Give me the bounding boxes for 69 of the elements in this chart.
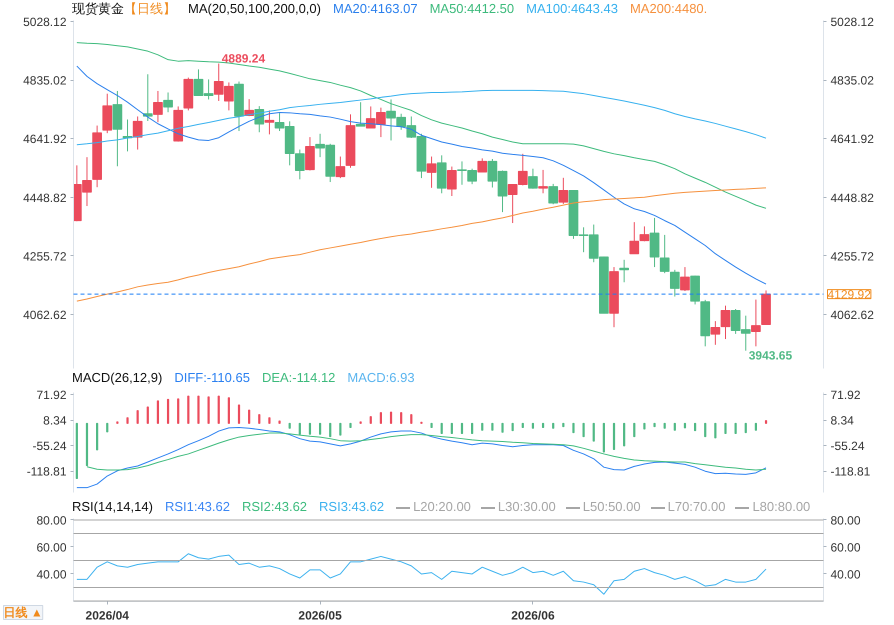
text: RSI3:43.62: [319, 499, 384, 514]
candlestick: [336, 156, 346, 179]
candlestick: [650, 217, 660, 268]
candlestick: [446, 166, 457, 197]
legend-label: L50:50.00: [582, 499, 641, 514]
line-series: [86, 432, 767, 471]
x-tick-label: 2026/04: [86, 608, 130, 622]
candlestick: [132, 116, 143, 150]
line-series: [76, 553, 767, 595]
line-series: [76, 90, 767, 146]
chart-title: MACD(26,12,9): [72, 370, 162, 385]
ref-line-label: 4129.92: [828, 288, 872, 302]
y-tick-label: 40.00: [36, 567, 67, 582]
candlestick: [477, 158, 488, 173]
legend-label: RSI1:43.62: [164, 499, 230, 514]
chart-title: 现货黄金: [72, 1, 124, 16]
text: 日线 ▲: [4, 606, 43, 620]
candlestick: [640, 226, 650, 242]
x-tick-label: 2026/06: [511, 608, 555, 622]
y-tick-label: -55.24: [830, 439, 865, 454]
text: MA100:4643.43: [526, 1, 618, 16]
y-tick-label: 4641.92: [23, 132, 67, 146]
candlestick: [629, 222, 640, 255]
y-tick-label: 80.00: [36, 513, 67, 528]
candlestick: [558, 177, 568, 204]
y-tick-label: 4835.02: [23, 74, 67, 88]
text: MA20:4163.07: [332, 1, 418, 16]
y-tick-label: 4448.82: [23, 190, 67, 205]
candlestick: [548, 183, 558, 205]
text: DIFF:-110.65: [174, 370, 250, 385]
candlestick: [751, 299, 761, 347]
y-tick-label: 4062.62: [23, 308, 67, 322]
y-tick-label: 60.00: [36, 540, 67, 554]
candlestick: [153, 90, 163, 123]
text: MA50:4412.50: [430, 1, 514, 16]
candlestick: [538, 169, 548, 194]
candlestick: [264, 110, 274, 135]
candlestick: [710, 320, 720, 346]
candlestick: [305, 136, 315, 172]
y-tick-label: 5028.12: [23, 14, 67, 29]
legend-label: L30:30.00: [498, 499, 556, 514]
text: DEA:-114.12: [262, 370, 336, 385]
candlestick: [528, 168, 538, 190]
legend-title: MA(20,50,100,200,0,0): [188, 1, 321, 16]
candlestick: [356, 102, 366, 127]
chart-subtitle: 【日线】: [124, 1, 176, 16]
candlestick: [426, 156, 436, 188]
line-series: [76, 42, 767, 209]
legend-label: RSI2:43.62: [242, 499, 308, 514]
line-series: [76, 187, 767, 302]
text: MACD:6.93: [347, 370, 415, 385]
y-tick-label: 8.34: [830, 414, 854, 428]
text: MA200:4480.: [630, 1, 708, 16]
legend-label: L20:20.00: [413, 499, 471, 514]
annotation: 3943.65: [748, 348, 792, 363]
y-tick-label: 71.92: [830, 388, 861, 402]
y-tick-label: -118.81: [830, 464, 871, 479]
legend-label: L70:70.00: [668, 499, 726, 514]
legend-label: L80:80.00: [752, 499, 810, 514]
line-series: [76, 426, 767, 488]
chart-title: RSI(14,14,14): [72, 499, 153, 514]
x-tick-label: 2026/05: [298, 608, 342, 622]
candlestick: [619, 259, 629, 283]
candlestick: [163, 92, 173, 113]
annotation: 4889.24: [222, 52, 266, 66]
candlestick: [720, 305, 730, 340]
y-tick-label: 4255.72: [23, 249, 67, 264]
candlestick: [680, 266, 690, 292]
line-series: [76, 66, 767, 285]
